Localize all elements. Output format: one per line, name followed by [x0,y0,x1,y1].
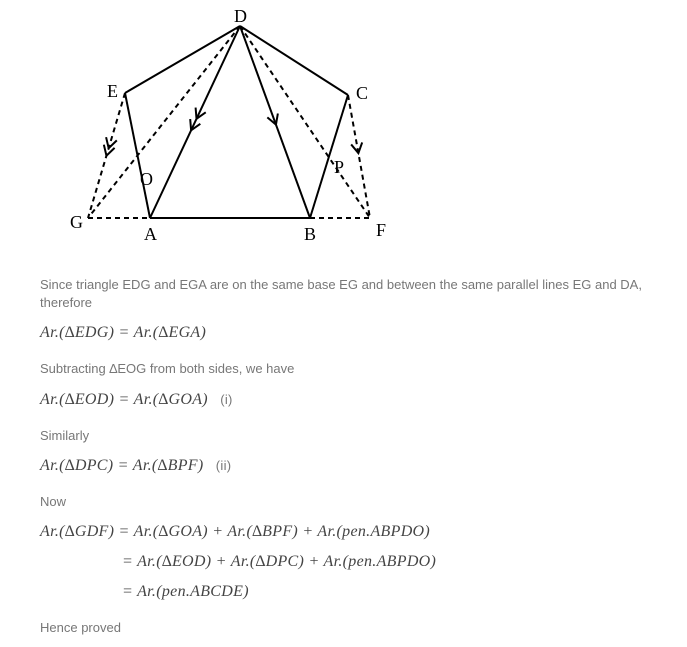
diagram-svg: D E C G A B F O P [50,8,390,258]
proof-body: Since triangle EDG and EGA are on the sa… [40,276,667,637]
equation-2-label: (i) [220,392,232,407]
equation-2-body: Ar.(∆EOD) = Ar.(∆GOA) [40,391,208,408]
svg-text:O: O [140,169,153,189]
statement-1: Since triangle EDG and EGA are on the sa… [40,276,667,312]
svg-text:E: E [107,81,118,101]
svg-text:F: F [376,220,386,240]
svg-text:G: G [70,212,83,232]
equation-4c: = Ar.(pen.ABCDE) [122,583,667,601]
geometry-diagram: D E C G A B F O P [50,8,687,258]
statement-3: Similarly [40,427,667,445]
equation-3-body: Ar.(∆DPC) = Ar.(∆BPF) [40,457,203,474]
equation-3-label: (ii) [216,458,232,473]
svg-text:C: C [356,83,368,103]
equation-2: Ar.(∆EOD) = Ar.(∆GOA) (i) [40,391,667,409]
svg-text:A: A [144,224,157,244]
svg-text:P: P [334,157,344,177]
equation-1: Ar.(∆EDG) = Ar.(∆EGA) [40,324,667,342]
statement-2: Subtracting ∆EOG from both sides, we hav… [40,360,667,378]
equation-4b: = Ar.(∆EOD) + Ar.(∆DPC) + Ar.(pen.ABPDO) [122,553,667,571]
statement-4: Now [40,493,667,511]
svg-text:D: D [234,8,247,26]
statement-conclusion: Hence proved [40,619,667,637]
equation-3: Ar.(∆DPC) = Ar.(∆BPF) (ii) [40,457,667,475]
equation-4a: Ar.(∆GDF) = Ar.(∆GOA) + Ar.(∆BPF) + Ar.(… [40,523,667,541]
svg-text:B: B [304,224,316,244]
